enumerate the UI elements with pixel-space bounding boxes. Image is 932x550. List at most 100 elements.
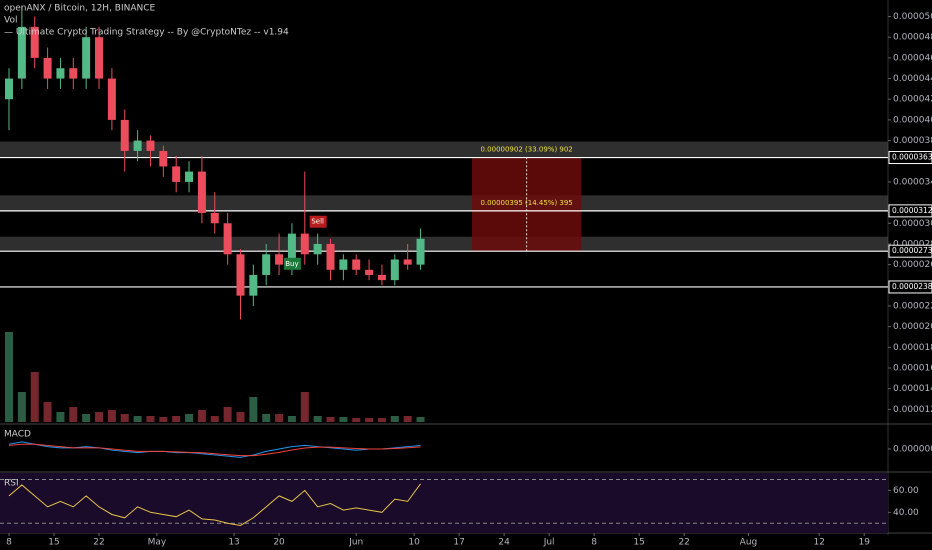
volume-bar (403, 416, 412, 422)
candle-body (172, 166, 181, 182)
x-tick-label: 15 (633, 538, 644, 548)
candle-body (159, 150, 168, 167)
candle-body (313, 243, 322, 255)
volume-bar (339, 417, 348, 422)
x-tick-label: 8 (6, 538, 12, 548)
candle-body (197, 171, 206, 213)
volume-bar (185, 414, 194, 422)
volume-bar (223, 407, 232, 422)
level-tag (888, 244, 932, 258)
candle-body (223, 223, 232, 255)
projection-box (471, 157, 582, 252)
level-tag (888, 280, 932, 294)
candle-body (210, 212, 219, 224)
y-tick-label: 0.00002200 (893, 301, 932, 311)
symbol-title: openANX / Bitcoin, 12H, BINANCE (4, 4, 156, 14)
volume-bar (82, 414, 91, 422)
y-tick-label: 0.00004800 (893, 33, 932, 43)
y-tick-label: 0.00004400 (893, 74, 932, 84)
level-label: 0.00002384 (892, 282, 932, 291)
candle-body (287, 233, 296, 265)
candle-body (146, 140, 155, 151)
x-tick-label: 22 (678, 538, 689, 548)
y-tick-label: 0.00001400 (893, 384, 932, 394)
candle-body (120, 119, 129, 151)
candle-body (107, 78, 116, 120)
volume-bar (146, 416, 155, 422)
volume-bar (249, 397, 258, 422)
y-tick-label: 0.00003400 (893, 177, 932, 187)
candle-body (365, 269, 374, 275)
volume-bar (120, 414, 129, 422)
x-tick-label: Aug (740, 538, 758, 548)
level-label: 0.00003636 (892, 153, 932, 162)
volume-bar (287, 416, 296, 422)
y-tick-label: 40.00 (893, 508, 919, 518)
volume-bar (197, 410, 206, 422)
candle-body (300, 233, 309, 255)
x-tick-label: 24 (498, 538, 510, 548)
y-tick-label: 0.00001600 (893, 364, 932, 374)
y-tick-label: 0.00005000 (893, 12, 932, 22)
y-tick-label: 0.00001200 (893, 405, 932, 415)
candle-body (403, 259, 412, 265)
volume-bar (95, 412, 104, 422)
volume-bar (416, 417, 425, 422)
y-tick-label: 0.00003000 (893, 219, 932, 229)
projection-label: 0.00000902 (33.09%) 902 (480, 146, 572, 154)
indicator-line (8, 443, 421, 457)
level-tag (888, 151, 932, 165)
indicator-line (8, 483, 421, 526)
volume-bar (313, 416, 322, 422)
projection-label: 0.00000395 (14.45%) 395 (480, 199, 572, 207)
volume-bar (5, 332, 14, 422)
candle-body (82, 37, 91, 79)
volume-bar (390, 416, 399, 422)
volume-bar (365, 418, 374, 422)
x-tick-label: May (148, 538, 167, 548)
y-tick-label: 0.00003800 (893, 136, 932, 146)
volume-bar (262, 414, 271, 422)
x-tick-label: 13 (228, 538, 239, 548)
y-tick-label: 0.00000000 (893, 445, 932, 455)
volume-bar (326, 417, 335, 422)
x-tick-label: Jun (348, 538, 363, 548)
x-tick-label: 19 (858, 538, 870, 548)
candle-body (56, 68, 65, 79)
volume-bar (300, 392, 309, 422)
y-tick-label: 0.00004200 (893, 95, 932, 105)
zone (0, 236, 888, 252)
x-tick-label: 10 (408, 538, 420, 548)
volume-bar (69, 407, 78, 422)
candle-body (416, 238, 425, 265)
candle-body (262, 254, 271, 275)
chart-layer: 8 15 22 May 13 20 Jun 10 17 24 Jul 8 15 22 Aug 12 19 0.00… (0, 6, 932, 548)
rsi-background (0, 473, 888, 533)
volume-bar (159, 417, 168, 422)
rsi-title: RSI (4, 479, 19, 489)
x-tick-label: 15 (48, 538, 59, 548)
x-tick-label: 22 (93, 538, 104, 548)
zone (0, 195, 888, 211)
volume-bar (377, 418, 386, 422)
candle-body (30, 26, 39, 58)
volume-bar (133, 416, 142, 422)
volume-bar (210, 416, 219, 422)
x-tick-label: Jul (543, 538, 555, 548)
x-tick-label: 20 (273, 538, 285, 548)
volume-bar (172, 416, 181, 422)
candle-body (339, 259, 348, 270)
candle-body (326, 243, 335, 270)
y-tick-label: 0.00004000 (893, 115, 932, 125)
y-tick-label: 60.00 (893, 486, 919, 496)
volume-bar (43, 402, 52, 422)
y-tick-label: 0.00002600 (893, 260, 932, 270)
signal-label: Buy (285, 260, 298, 268)
zone (0, 141, 888, 158)
volume-bar (275, 414, 284, 422)
volume-bar (56, 412, 65, 422)
